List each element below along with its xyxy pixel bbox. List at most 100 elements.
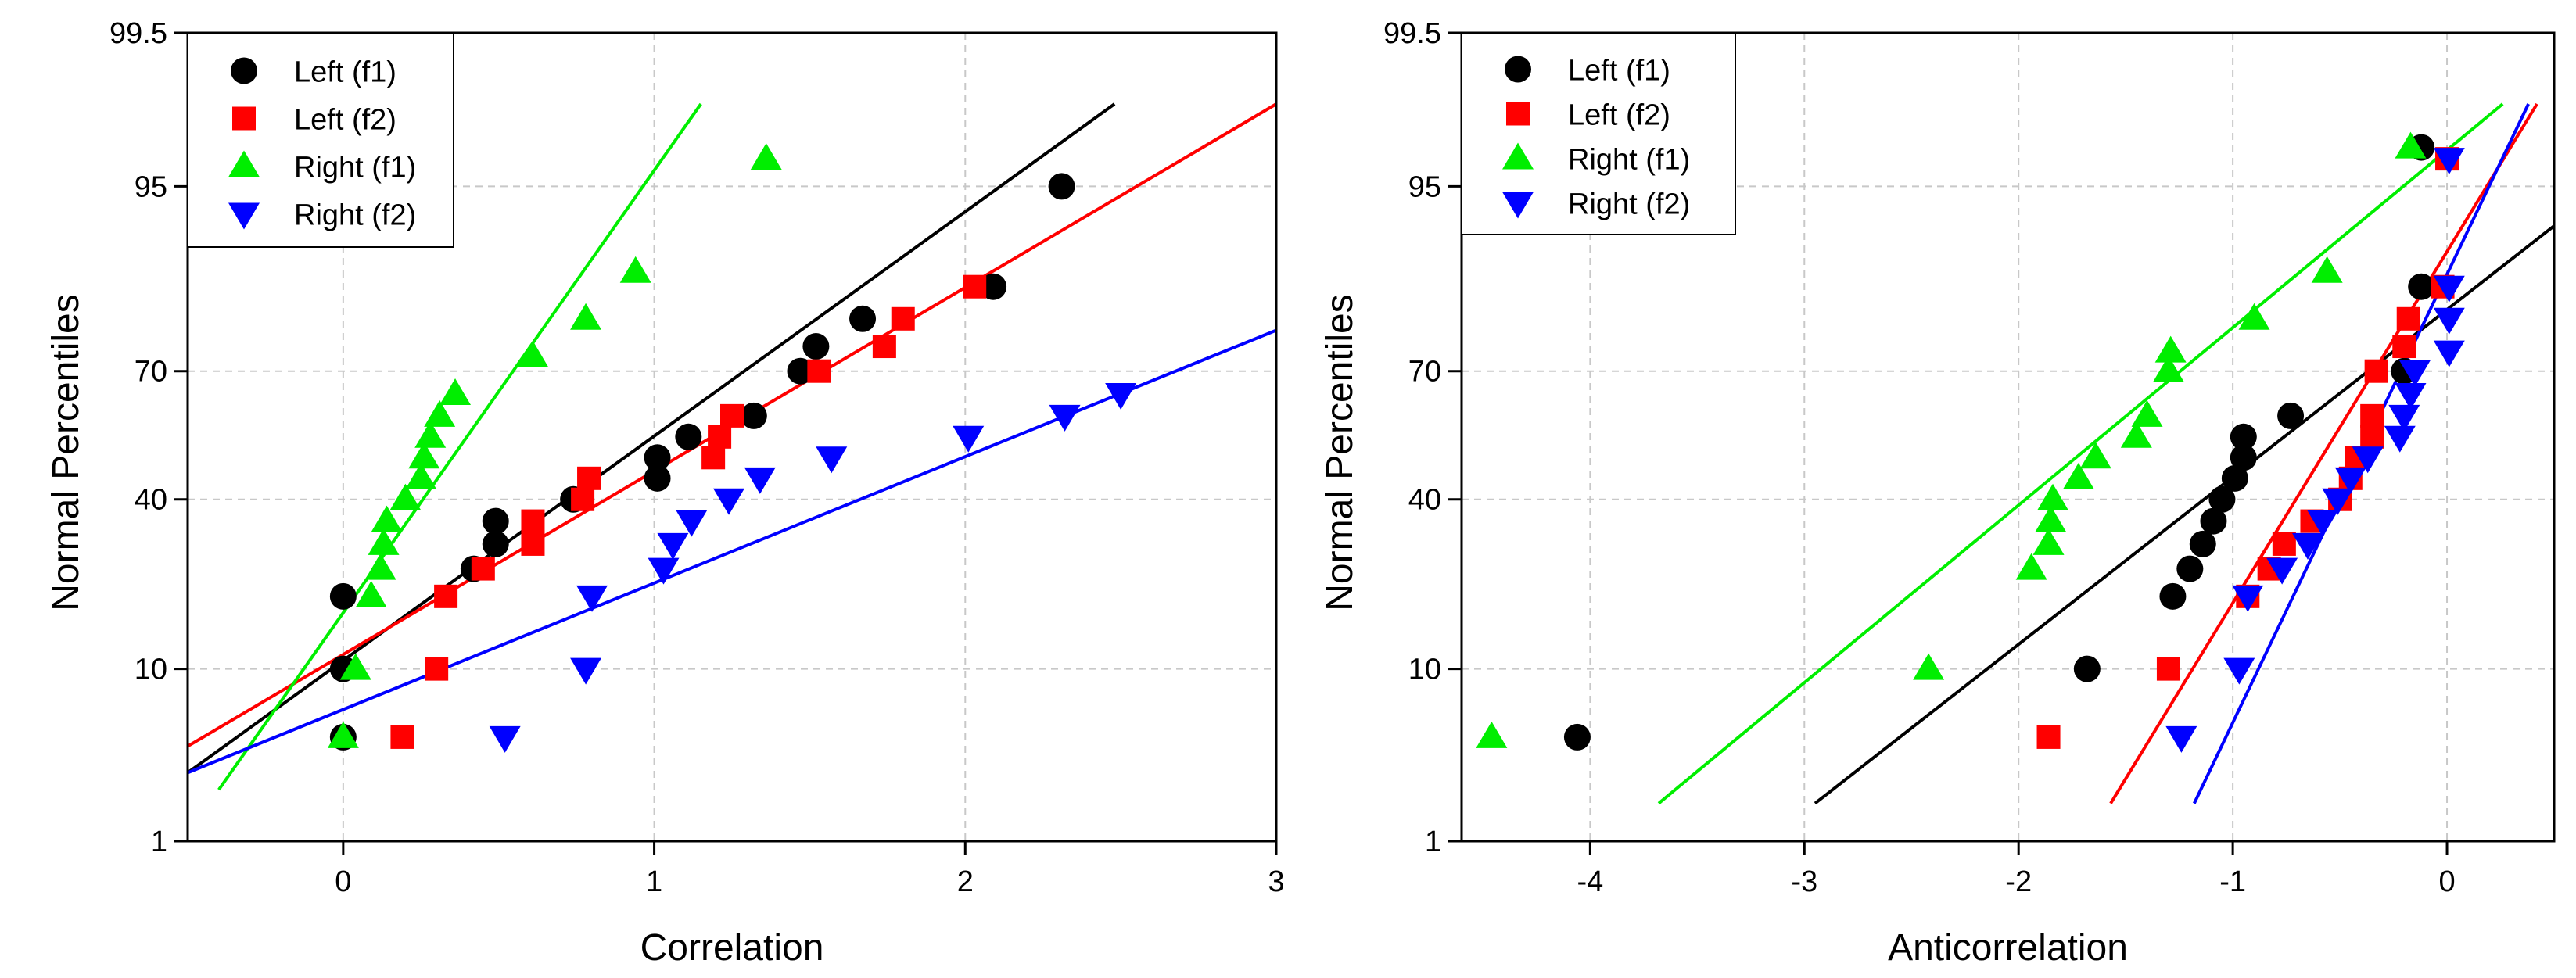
data-point xyxy=(644,464,671,492)
data-point xyxy=(408,442,440,469)
data-point xyxy=(2272,532,2296,556)
data-point xyxy=(482,507,509,535)
plot-area xyxy=(188,102,1276,791)
data-point xyxy=(2398,360,2431,387)
data-point xyxy=(802,333,830,360)
data-point xyxy=(713,488,745,515)
data-point xyxy=(963,274,987,299)
left-chart: 0 1 2 3 1 10 40 70 95 99.5 Correlation Normal Perce… xyxy=(45,17,1285,969)
legend-marker xyxy=(1506,102,1530,126)
data-point xyxy=(787,357,814,385)
data-point xyxy=(2433,307,2465,335)
legend-label: Right (f1) xyxy=(294,152,416,184)
legend-label: Right (f1) xyxy=(1568,144,1690,177)
data-point xyxy=(2221,464,2248,492)
data-point xyxy=(2159,582,2187,610)
y-tick-label: 70 xyxy=(1408,356,1441,389)
data-point xyxy=(2032,528,2065,555)
data-point xyxy=(720,403,744,428)
data-point xyxy=(2073,655,2101,682)
legend: Left (f1) Left (f2) Right (f1) Right (f2) xyxy=(187,32,454,248)
data-point xyxy=(2388,404,2420,432)
y-axis-title: Normal Percentiles xyxy=(1319,294,1361,611)
x-tick-label: -1 xyxy=(2219,865,2246,898)
data-point xyxy=(2266,557,2298,585)
y-tick-label: 70 xyxy=(135,356,167,389)
data-point xyxy=(1913,653,1945,680)
data-point xyxy=(2291,532,2323,560)
data-point xyxy=(2152,355,2184,382)
y-tick-label: 99.5 xyxy=(1383,17,1441,50)
data-point xyxy=(2131,399,2163,427)
data-point xyxy=(2352,446,2384,474)
x-tick-label: 1 xyxy=(646,865,662,898)
legend-label: Left (f1) xyxy=(294,56,396,89)
data-point xyxy=(953,425,985,453)
y-tick-label: 1 xyxy=(151,826,167,858)
data-point xyxy=(2360,425,2384,449)
right-chart: -4 -3 -2 -1 0 1 10 40 70 95 99.5 Anticorrelation Nor… xyxy=(1319,17,2556,969)
data-point xyxy=(521,532,545,556)
data-point xyxy=(2384,425,2416,453)
data-point xyxy=(2223,657,2255,685)
data-point xyxy=(2364,359,2388,383)
data-point xyxy=(355,580,387,607)
data-point xyxy=(644,444,671,471)
data-point xyxy=(2322,488,2354,515)
data-point xyxy=(577,466,601,490)
data-point xyxy=(657,532,689,560)
data-point xyxy=(849,305,877,332)
y-tick-label: 95 xyxy=(135,170,167,203)
x-tick-label: 3 xyxy=(1268,865,1284,898)
y-tick-label: 95 xyxy=(1408,170,1441,203)
data-point xyxy=(2307,510,2339,537)
fit-line xyxy=(1657,102,2504,805)
data-point xyxy=(2277,402,2305,429)
data-point xyxy=(2230,423,2257,450)
y-tick-label: 40 xyxy=(135,484,167,517)
legend: Left (f1) Left (f2) Right (f1) Right (f2) xyxy=(1461,32,1736,235)
data-point xyxy=(744,467,776,494)
data-point xyxy=(2232,585,2264,612)
data-point xyxy=(2037,483,2069,510)
y-tick-label: 40 xyxy=(1408,484,1441,517)
data-point xyxy=(1105,383,1137,410)
data-point xyxy=(2189,530,2216,557)
data-point xyxy=(1476,721,1508,748)
data-point xyxy=(439,378,472,406)
data-point xyxy=(414,421,447,448)
data-point xyxy=(576,585,608,612)
x-axis-title: Correlation xyxy=(640,927,824,969)
data-point xyxy=(2156,657,2180,681)
data-point xyxy=(489,725,521,753)
y-tick-label: 99.5 xyxy=(109,17,167,50)
data-point xyxy=(708,425,732,449)
data-point xyxy=(676,510,708,537)
data-point xyxy=(2062,462,2094,489)
legend-marker xyxy=(231,57,257,84)
data-point xyxy=(701,446,726,470)
legend-marker xyxy=(232,106,256,131)
data-point xyxy=(339,653,371,680)
data-point xyxy=(675,423,702,450)
fit-line xyxy=(1814,224,2554,805)
data-point xyxy=(424,399,456,427)
data-point xyxy=(740,402,767,429)
x-axis-title: Anticorrelation xyxy=(1888,927,2128,969)
x-tick-label: -3 xyxy=(1791,865,1817,898)
plot-frame xyxy=(1460,31,2556,843)
data-point xyxy=(1049,404,1081,432)
data-point xyxy=(327,721,359,748)
legend-label: Left (f2) xyxy=(294,104,396,137)
data-point xyxy=(2433,148,2465,175)
legend-marker xyxy=(1502,192,1534,219)
data-point xyxy=(2408,273,2435,300)
y-tick-label: 1 xyxy=(1425,826,1441,858)
fit-line xyxy=(2109,102,2538,804)
data-point xyxy=(891,306,915,331)
data-point xyxy=(619,256,651,283)
legend-marker xyxy=(228,150,260,177)
data-point xyxy=(471,557,495,581)
plot-area xyxy=(1476,102,2554,805)
